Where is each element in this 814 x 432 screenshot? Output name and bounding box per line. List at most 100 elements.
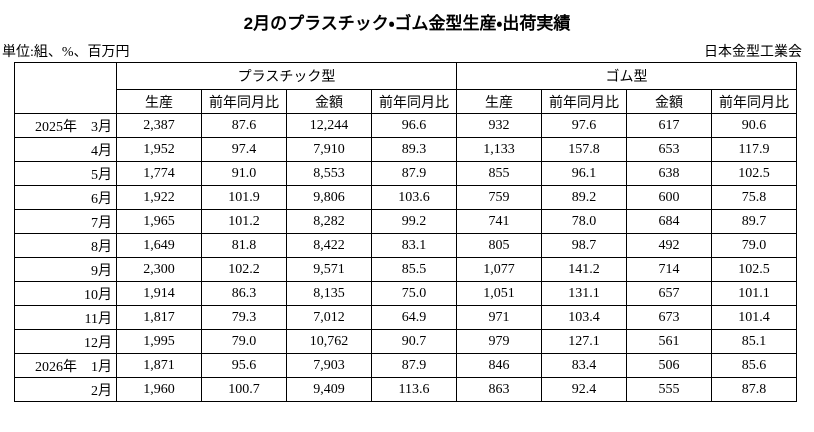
cell: 98.7 [541, 233, 627, 258]
row-label: 11月 [14, 305, 117, 330]
row-label: 2月 [14, 377, 117, 402]
cell: 101.4 [711, 305, 797, 330]
cell: 1,965 [116, 209, 202, 234]
title: 2月のプラスチック・ゴム金型生産・出荷実績 [243, 14, 571, 33]
cell: 100.7 [201, 377, 287, 402]
cell: 9,409 [286, 377, 372, 402]
cell: 1,077 [456, 257, 542, 282]
cell: 653 [626, 137, 712, 162]
cell: 97.6 [541, 113, 627, 138]
cell: 102.5 [711, 161, 797, 186]
row-label: 6月 [14, 185, 117, 210]
cell: 1,774 [116, 161, 202, 186]
row-label: 10月 [14, 281, 117, 306]
data-row: 11月 1,817 79.3 7,012 64.9 971 103.4 673 101.4 [14, 305, 797, 330]
cell: 89.7 [711, 209, 797, 234]
cell: 741 [456, 209, 542, 234]
cell: 99.2 [371, 209, 457, 234]
cell: 86.3 [201, 281, 287, 306]
cell: 684 [626, 209, 712, 234]
group-header: プラスチック型 [116, 62, 457, 90]
cell: 157.8 [541, 137, 627, 162]
row-label: 9月 [14, 257, 117, 282]
cell: 714 [626, 257, 712, 282]
data-row: 12月 1,995 79.0 10,762 90.7 979 127.1 561 85.1 [14, 329, 797, 354]
cell: 1,133 [456, 137, 542, 162]
cell: 1,817 [116, 305, 202, 330]
cell: 7,012 [286, 305, 372, 330]
column-header: 前年同月比 [201, 89, 287, 114]
data-row: 9月 2,300 102.2 9,571 85.5 1,077 141.2 714 102.5 [14, 257, 797, 282]
cell: 638 [626, 161, 712, 186]
row-label: 2025年 3月 [14, 113, 117, 138]
cell: 101.1 [711, 281, 797, 306]
cell: 9,571 [286, 257, 372, 282]
cell: 102.5 [711, 257, 797, 282]
cell: 979 [456, 329, 542, 354]
row-label: 5月 [14, 161, 117, 186]
cell: 8,422 [286, 233, 372, 258]
cell: 64.9 [371, 305, 457, 330]
cell: 555 [626, 377, 712, 402]
cell: 673 [626, 305, 712, 330]
group-header-row: プラスチック型 ゴム型 [14, 62, 797, 114]
data-row: 2025年 3月 2,387 87.6 12,244 96.6 932 97.6 617 90.… [14, 113, 797, 138]
cell: 87.9 [371, 353, 457, 378]
cell: 102.2 [201, 257, 287, 282]
cell: 79.3 [201, 305, 287, 330]
cell: 141.2 [541, 257, 627, 282]
column-header: 前年同月比 [371, 89, 457, 114]
cell: 83.4 [541, 353, 627, 378]
cell: 83.1 [371, 233, 457, 258]
cell: 91.0 [201, 161, 287, 186]
cell: 1,649 [116, 233, 202, 258]
cell: 87.8 [711, 377, 797, 402]
cell: 561 [626, 329, 712, 354]
cell: 8,553 [286, 161, 372, 186]
cell: 863 [456, 377, 542, 402]
cell: 89.3 [371, 137, 457, 162]
cell: 1,995 [116, 329, 202, 354]
cell: 90.7 [371, 329, 457, 354]
cell: 8,135 [286, 281, 372, 306]
cell: 846 [456, 353, 542, 378]
cell: 492 [626, 233, 712, 258]
cell: 127.1 [541, 329, 627, 354]
column-header-row: 生産 前年同月比 金額 前年同月比 生産 前年同月比 金額 前年同月比 [15, 89, 797, 114]
cell: 600 [626, 185, 712, 210]
cell: 96.6 [371, 113, 457, 138]
row-label: 4月 [14, 137, 117, 162]
source: 日本金型工業会 [704, 45, 802, 60]
row-label: 12月 [14, 329, 117, 354]
cell: 87.9 [371, 161, 457, 186]
data-row: 7月 1,965 101.2 8,282 99.2 741 78.0 684 89.7 [14, 209, 797, 234]
data-row: 2月 1,960 100.7 9,409 113.6 863 92.4 555 87.8 [14, 377, 797, 402]
cell: 85.6 [711, 353, 797, 378]
column-header: 前年同月比 [541, 89, 627, 114]
cell: 506 [626, 353, 712, 378]
cell: 932 [456, 113, 542, 138]
unit-note: 単位:組、%、百万円 [2, 45, 130, 60]
cell: 617 [626, 113, 712, 138]
cell: 117.9 [711, 137, 797, 162]
data-table: プラスチック型 ゴム型 生産 前年同月比 金額 前年同月比 生産 前年同月比 金額 前年同月比 20… [14, 62, 797, 402]
cell: 1,051 [456, 281, 542, 306]
row-label: 2026年 1月 [14, 353, 117, 378]
cell: 2,300 [116, 257, 202, 282]
cell: 9,806 [286, 185, 372, 210]
cell: 1,871 [116, 353, 202, 378]
cell: 101.9 [201, 185, 287, 210]
column-header: 生産 [116, 89, 202, 114]
cell: 101.2 [201, 209, 287, 234]
cell: 103.4 [541, 305, 627, 330]
cell: 855 [456, 161, 542, 186]
cell: 89.2 [541, 185, 627, 210]
cell: 78.0 [541, 209, 627, 234]
cell: 113.6 [371, 377, 457, 402]
cell: 96.1 [541, 161, 627, 186]
cell: 10,762 [286, 329, 372, 354]
corner-cell [14, 62, 117, 114]
column-header: 前年同月比 [711, 89, 797, 114]
cell: 759 [456, 185, 542, 210]
data-row: 8月 1,649 81.8 8,422 83.1 805 98.7 492 79.0 [14, 233, 797, 258]
